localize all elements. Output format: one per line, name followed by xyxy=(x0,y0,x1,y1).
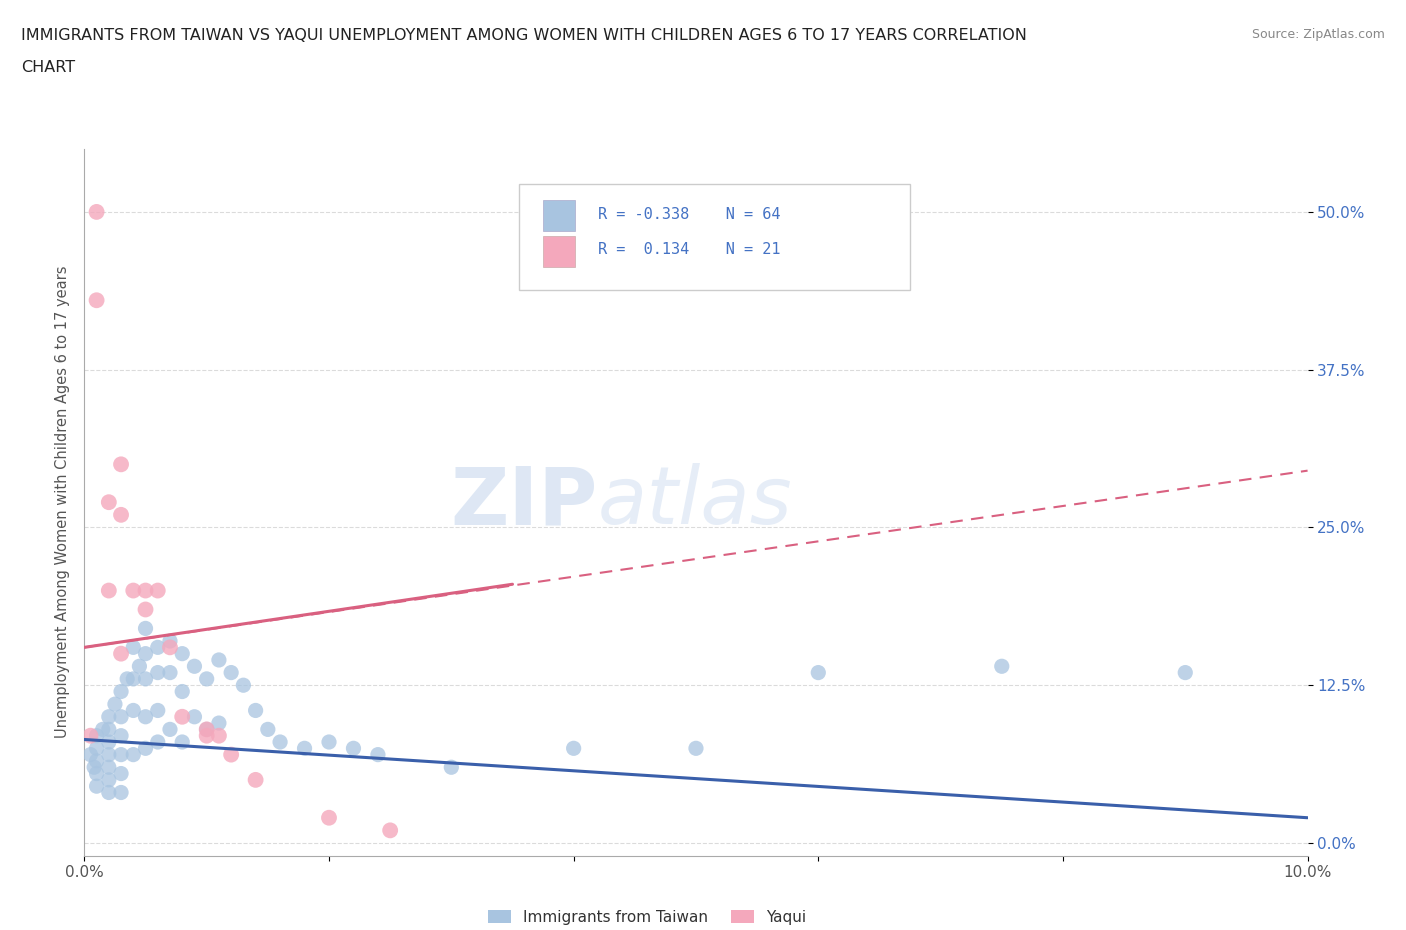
Point xyxy=(172,646,194,661)
Text: ZIP: ZIP xyxy=(451,463,598,541)
Point xyxy=(122,671,145,686)
Point xyxy=(128,658,150,673)
Point xyxy=(135,710,157,724)
Point xyxy=(79,728,101,743)
Point xyxy=(318,735,340,750)
Point xyxy=(83,760,105,775)
Point xyxy=(110,766,132,781)
Point xyxy=(146,735,169,750)
Point xyxy=(86,728,108,743)
Point xyxy=(232,678,254,693)
Text: Source: ZipAtlas.com: Source: ZipAtlas.com xyxy=(1251,28,1385,41)
Point xyxy=(245,703,267,718)
Point xyxy=(245,773,267,788)
Point xyxy=(135,741,157,756)
Point xyxy=(208,728,231,743)
Point xyxy=(86,778,108,793)
Point xyxy=(110,457,132,472)
Point xyxy=(135,583,157,598)
Point xyxy=(97,785,120,800)
Point xyxy=(219,665,242,680)
Point xyxy=(110,728,132,743)
Point xyxy=(342,741,364,756)
Point xyxy=(208,716,231,731)
Point xyxy=(110,646,132,661)
Point xyxy=(1174,665,1197,680)
Point xyxy=(135,671,157,686)
Point xyxy=(122,747,145,762)
Point xyxy=(146,640,169,655)
Point xyxy=(991,658,1014,673)
Point xyxy=(367,747,389,762)
Point xyxy=(685,741,707,756)
Point xyxy=(86,741,108,756)
Point xyxy=(97,747,120,762)
Point xyxy=(122,640,145,655)
FancyBboxPatch shape xyxy=(543,235,575,267)
Point xyxy=(562,741,585,756)
Point xyxy=(269,735,291,750)
Point xyxy=(146,583,169,598)
Point xyxy=(135,602,157,617)
FancyBboxPatch shape xyxy=(519,184,910,290)
Point xyxy=(122,583,145,598)
Point xyxy=(91,722,114,737)
Point xyxy=(97,583,120,598)
Point xyxy=(110,747,132,762)
Point xyxy=(172,735,194,750)
Point xyxy=(159,633,181,648)
Text: CHART: CHART xyxy=(21,60,75,75)
Point xyxy=(172,710,194,724)
Point xyxy=(219,747,242,762)
Point xyxy=(257,722,280,737)
Text: R = -0.338    N = 64: R = -0.338 N = 64 xyxy=(598,207,780,222)
Point xyxy=(294,741,316,756)
Point xyxy=(97,735,120,750)
Point xyxy=(104,697,127,711)
Point xyxy=(380,823,402,838)
Point xyxy=(159,722,181,737)
Point xyxy=(440,760,463,775)
Point xyxy=(146,665,169,680)
Point xyxy=(97,722,120,737)
Text: R =  0.134    N = 21: R = 0.134 N = 21 xyxy=(598,243,780,258)
Point xyxy=(195,671,218,686)
Point xyxy=(86,766,108,781)
Point xyxy=(135,646,157,661)
Y-axis label: Unemployment Among Women with Children Ages 6 to 17 years: Unemployment Among Women with Children A… xyxy=(55,266,70,738)
Point xyxy=(110,684,132,699)
Point xyxy=(183,710,205,724)
Text: IMMIGRANTS FROM TAIWAN VS YAQUI UNEMPLOYMENT AMONG WOMEN WITH CHILDREN AGES 6 TO: IMMIGRANTS FROM TAIWAN VS YAQUI UNEMPLOY… xyxy=(21,28,1026,43)
Point xyxy=(86,753,108,768)
Point xyxy=(146,703,169,718)
Point xyxy=(172,684,194,699)
Point xyxy=(86,205,108,219)
Point xyxy=(97,773,120,788)
Point xyxy=(79,747,101,762)
Point xyxy=(208,653,231,668)
Point xyxy=(97,760,120,775)
Point xyxy=(195,722,218,737)
Point xyxy=(318,810,340,825)
Point xyxy=(110,508,132,523)
Legend: Immigrants from Taiwan, Yaqui: Immigrants from Taiwan, Yaqui xyxy=(484,905,811,929)
Point xyxy=(86,293,108,308)
Point xyxy=(195,722,218,737)
Point xyxy=(183,658,205,673)
Point xyxy=(115,671,138,686)
Point xyxy=(159,640,181,655)
Point xyxy=(110,785,132,800)
Point xyxy=(159,665,181,680)
Point xyxy=(110,710,132,724)
Point xyxy=(195,728,218,743)
Point xyxy=(97,710,120,724)
Point xyxy=(122,703,145,718)
Text: atlas: atlas xyxy=(598,463,793,541)
Point xyxy=(97,495,120,510)
Point xyxy=(135,621,157,636)
FancyBboxPatch shape xyxy=(543,200,575,232)
Point xyxy=(807,665,830,680)
